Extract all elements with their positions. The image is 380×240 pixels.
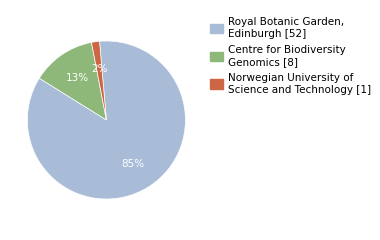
Wedge shape bbox=[92, 41, 106, 120]
Wedge shape bbox=[27, 41, 185, 199]
Wedge shape bbox=[39, 42, 106, 120]
Text: 85%: 85% bbox=[122, 159, 145, 169]
Text: 2%: 2% bbox=[91, 64, 108, 74]
Legend: Royal Botanic Garden,
Edinburgh [52], Centre for Biodiversity
Genomics [8], Norw: Royal Botanic Garden, Edinburgh [52], Ce… bbox=[211, 17, 371, 95]
Text: 13%: 13% bbox=[66, 73, 89, 83]
